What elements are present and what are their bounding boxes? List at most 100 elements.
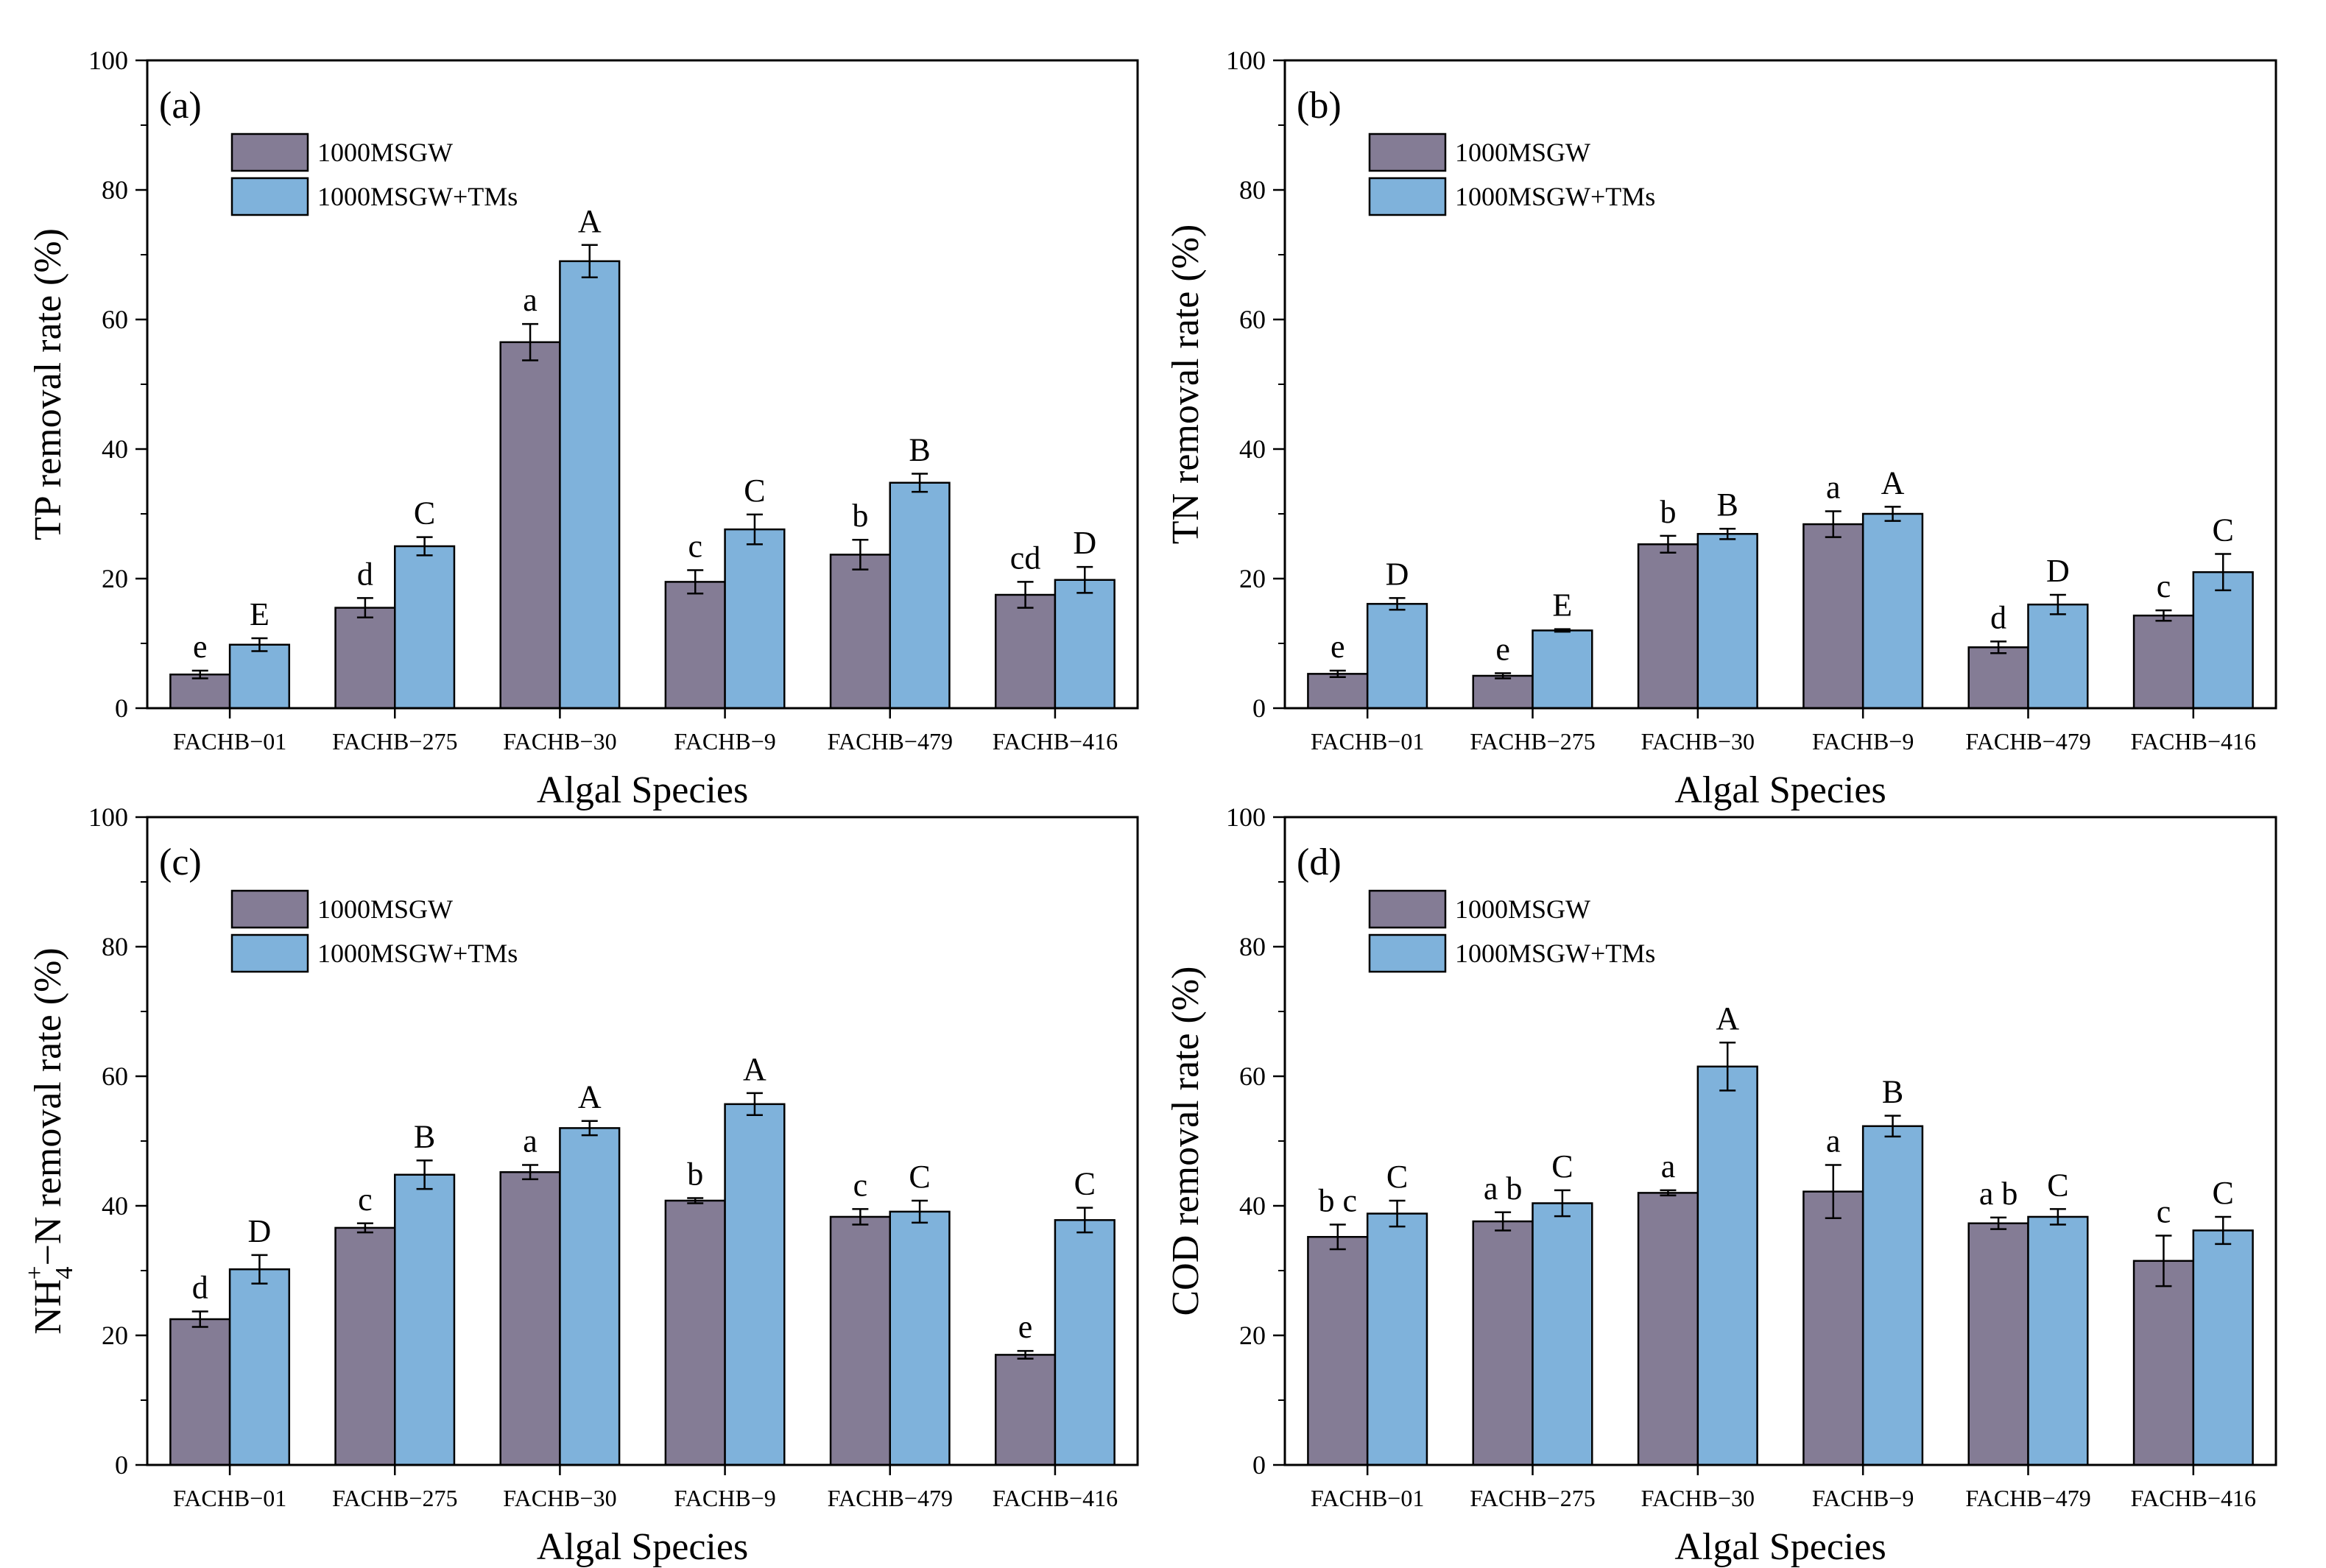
y-tick-label: 20 [102,1321,128,1350]
bar-msgw-6 [2132,614,2195,710]
x-tick-label: FACHB−9 [674,728,775,755]
y-tick-label: 80 [1239,932,1266,961]
x-tick-label: FACHB−275 [1470,728,1595,755]
significance-letter: C [1074,1166,1096,1202]
bar-msgw-tms-4 [724,1103,786,1466]
error-bar [1825,1164,1842,1219]
bar-msgw-6 [2132,1260,2195,1466]
y-tick-label: 40 [102,1191,128,1221]
bar-msgw-2 [1472,1220,1534,1466]
bar-msgw-3 [1637,1192,1699,1466]
bar-msgw-tms-1 [228,643,291,710]
bar-msgw-tms-5 [889,481,951,710]
bar-msgw-4 [1802,1190,1864,1466]
bar-msgw-1 [169,1318,231,1466]
significance-letter: d [357,556,373,592]
error-bar [1389,597,1406,611]
legend-swatch-2 [230,933,309,973]
y-axis-title: NH4+−N removal rate (%) [21,947,78,1334]
x-tick-label: FACHB−416 [2131,728,2256,755]
significance-letter: C [2213,1175,2234,1211]
error-bar [687,569,704,595]
legend: 1000MSGW 1000MSGW+TMs [230,133,518,216]
error-bar [1990,640,2007,654]
significance-letter: A [578,1079,602,1115]
significance-letter: c [853,1167,868,1203]
significance-letter: C [2047,1167,2068,1203]
error-bar [191,669,208,679]
x-tick-label: FACHB−479 [828,1485,953,1511]
error-bar [1719,527,1736,540]
error-bar [1884,506,1901,522]
error-bar [416,1159,433,1190]
error-bar [852,538,869,571]
y-axis-title: TN removal rate (%) [1165,225,1207,545]
x-tick-label: FACHB−479 [1965,728,2090,755]
error-bar [1660,1189,1677,1197]
y-tick-label: 40 [1239,1191,1266,1221]
significance-letter: d [192,1269,208,1305]
bar-msgw-tms-1 [228,1268,291,1466]
bar-msgw-tms-3 [1696,533,1758,710]
x-tick-label: FACHB−30 [503,1485,616,1511]
bar-msgw-1 [1307,1235,1369,1466]
error-bar [1329,1223,1346,1251]
error-bar [1719,1041,1736,1092]
significance-letter: C [909,1159,930,1195]
bar-msgw-6 [994,593,1057,710]
bar-msgw-tms-6 [1054,579,1116,710]
error-bar [522,322,539,361]
ylabel-rest: −N removal rate (%) [27,947,69,1265]
bar-msgw-3 [1637,543,1699,710]
significance-letter: D [2046,553,2070,589]
error-bar [2215,1215,2232,1246]
y-tick-label: 20 [1239,564,1266,593]
y-tick-label: 100 [88,46,128,75]
significance-letter: a b [1979,1176,2018,1212]
error-bar [2049,593,2066,615]
y-tick-label: 80 [1239,175,1266,205]
significance-letter: a [523,1123,538,1159]
significance-letter: c [358,1182,373,1218]
y-tick-label: 0 [115,1450,128,1480]
bar-msgw-5 [829,1215,892,1466]
ylabel-sub: 4 [51,1267,78,1279]
significance-letter: C [414,495,435,532]
bar-msgw-tms-2 [394,545,456,710]
error-bar [522,1164,539,1181]
panel-label: (a) [159,85,202,127]
legend-swatch-1 [230,133,309,172]
legend: 1000MSGW 1000MSGW+TMs [1368,889,1655,973]
legend: 1000MSGW 1000MSGW+TMs [230,889,518,973]
significance-letter: E [250,596,269,632]
x-tick-label: FACHB−275 [332,728,457,755]
significance-letter: e [1495,631,1510,667]
error-bar [1884,1115,1901,1138]
significance-letter: e [1331,629,1345,665]
bar-msgw-4 [1802,523,1864,710]
significance-letter: c [2157,1193,2171,1229]
significance-letter: a b [1484,1170,1523,1207]
significance-letter: C [1551,1148,1573,1184]
legend-label-1: 1000MSGW [317,894,453,924]
error-bar [191,1310,208,1328]
error-bar [1554,628,1571,633]
bar-msgw-tms-1 [1366,1212,1428,1466]
error-bar [1495,672,1512,679]
panel-label: (c) [159,841,202,883]
significance-letter: A [578,203,602,239]
x-tick-label: FACHB−416 [2131,1485,2256,1511]
y-tick-label: 100 [1226,46,1266,75]
x-axis-title: Algal Species [1674,769,1886,811]
y-axis-title: COD removal rate (%) [1165,966,1207,1316]
significance-letter: d [1990,599,2006,635]
x-axis-title: Algal Species [537,769,748,811]
bar-msgw-tms-4 [1861,512,1924,710]
bar-msgw-tms-5 [2027,603,2089,710]
y-tick-label: 60 [1239,305,1266,334]
bar-msgw-6 [994,1354,1057,1466]
significance-letter: B [1882,1074,1903,1110]
bar-msgw-3 [499,1170,561,1466]
y-tick-label: 100 [1226,802,1266,832]
bar-msgw-4 [664,1199,726,1466]
